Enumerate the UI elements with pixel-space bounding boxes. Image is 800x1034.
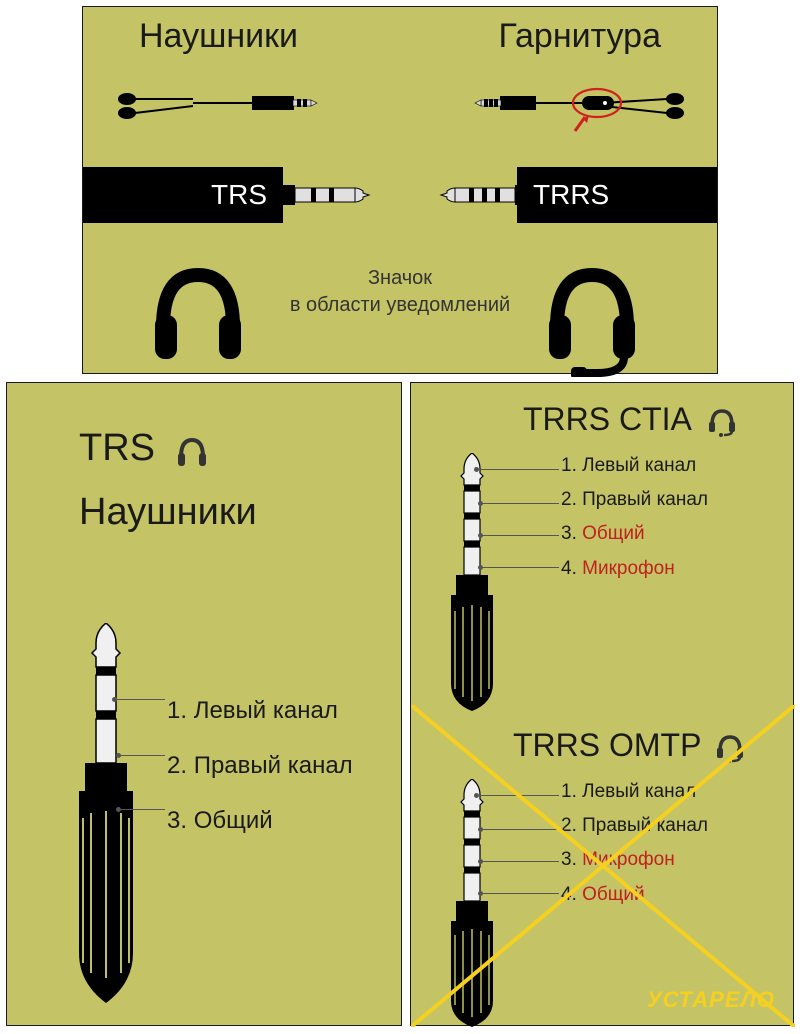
note-line2: в области уведомлений [290, 294, 510, 316]
headphones-title: Наушники [139, 17, 298, 56]
ctia-pin-list: 1. Левый канал 2. Правый канал 3. Общий … [561, 449, 708, 586]
leader-line [119, 809, 165, 810]
headset-small-icon [715, 733, 745, 763]
leader-line [477, 469, 559, 470]
leader-line [477, 795, 559, 796]
bl-title: TRS [79, 427, 155, 470]
pin-row: 1. Левый канал [561, 775, 708, 809]
headphone-small-icon [175, 435, 209, 469]
pin-row: 4. Общий [561, 878, 708, 912]
headset-icon [537, 257, 657, 377]
earbuds-row [83, 73, 719, 133]
pin-row: 4. Микрофон [561, 552, 708, 586]
bl-subtitle: Наушники [79, 491, 257, 534]
trrs-plug-ctia [437, 453, 507, 713]
leader-line [119, 755, 165, 756]
pin-row: 3. Микрофон [561, 843, 708, 877]
trrs-label: TRRS [533, 179, 609, 211]
ctia-title: TRRS CTIA [523, 401, 692, 438]
headset-title: Гарнитура [499, 17, 661, 56]
outdated-label: УСТАРЕЛО [647, 987, 775, 1013]
pin-row: 3. Общий [561, 517, 708, 551]
pin-row: 2. Правый канал [561, 809, 708, 843]
trrs-label-bar: TRRS [517, 167, 717, 223]
pin-row: 1. Левый канал [561, 449, 708, 483]
leader-line [481, 829, 559, 830]
leader-line [481, 893, 559, 894]
headset-small-icon [707, 407, 737, 437]
leader-line [481, 503, 559, 504]
trs-jack-horizontal [283, 175, 373, 215]
top-panel: Наушники Гарнитура [82, 6, 718, 374]
leader-line [481, 535, 559, 536]
pin-row: 2. Правый канал [561, 483, 708, 517]
trs-label: TRS [211, 179, 267, 211]
pin-row: 3. Общий [167, 793, 353, 848]
trrs-plug-omtp [437, 779, 507, 1029]
trs-pin-list: 1. Левый канал 2. Правый канал 3. Общий [167, 683, 353, 849]
omtp-title: TRRS OMTP [513, 727, 701, 764]
leader-line [481, 567, 559, 568]
note-line1: Значок [368, 267, 432, 289]
trrs-panel: TRRS CTIA 1. Левый канал 2. Правый канал [410, 382, 794, 1026]
headphone-icon [143, 257, 253, 367]
pin-row: 2. Правый канал [167, 738, 353, 793]
trrs-jack-horizontal [427, 175, 517, 215]
trs-panel: TRS Наушники 1. Левый канал [6, 382, 402, 1026]
leader-line [481, 861, 559, 862]
leader-line [115, 699, 165, 700]
omtp-pin-list: 1. Левый канал 2. Правый канал 3. Микроф… [561, 775, 708, 912]
pin-row: 1. Левый канал [167, 683, 353, 738]
trs-plug-vertical [61, 623, 151, 1023]
trs-label-bar: TRS [83, 167, 283, 223]
